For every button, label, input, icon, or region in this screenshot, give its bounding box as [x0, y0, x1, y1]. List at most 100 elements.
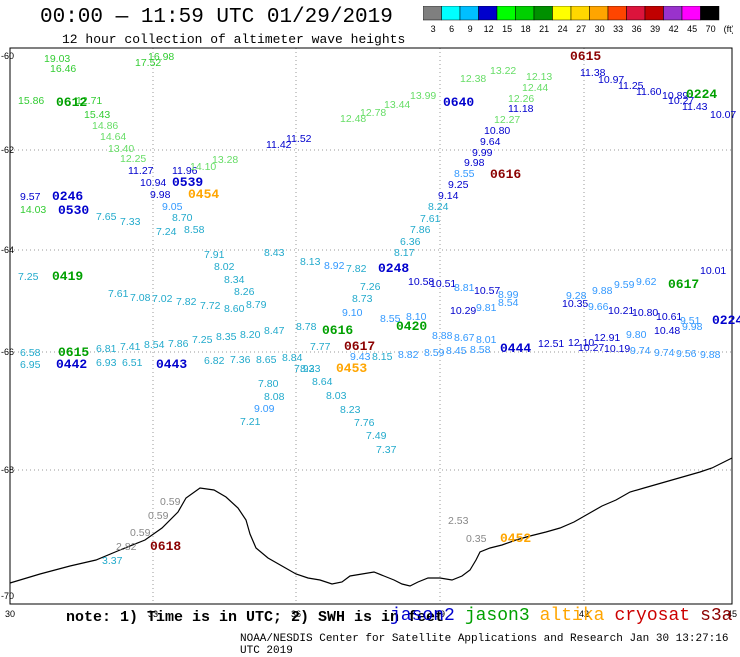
wave-height-value: 14.64 [100, 131, 126, 143]
x-tick-label: 33 [148, 609, 158, 619]
wave-height-value: 6.51 [122, 357, 143, 369]
wave-height-value: 9.81 [476, 302, 497, 314]
wave-height-value: 7.82 [176, 296, 197, 308]
chart-subtitle: 12 hour collection of altimeter wave hei… [62, 32, 406, 47]
pass-time-label: 0453 [336, 361, 367, 376]
wave-height-value: 10.80 [484, 125, 510, 137]
wave-height-value: 10.51 [430, 278, 456, 290]
y-tick-label: -62 [1, 145, 14, 155]
wave-height-value: 12.48 [340, 113, 366, 125]
wave-height-value: 7.37 [376, 444, 397, 456]
pass-time-label: 0617 [344, 339, 375, 354]
colorbar-label: 30 [595, 24, 605, 34]
wave-height-value: 15.86 [18, 95, 44, 107]
wave-height-value: 8.45 [446, 345, 467, 357]
wave-height-value: 0.35 [466, 533, 487, 545]
wave-height-value: 11.38 [580, 67, 606, 79]
wave-height-value: 12.25 [120, 153, 146, 165]
wave-height-value: 13.40 [108, 143, 134, 155]
wave-height-value: 10.48 [654, 325, 680, 337]
wave-height-value: 9.88 [700, 349, 721, 361]
x-tick-label: 45 [727, 609, 737, 619]
wave-height-value: 8.65 [256, 354, 277, 366]
wave-height-value: 8.34 [224, 274, 245, 286]
y-tick-label: -66 [1, 347, 14, 357]
x-tick-label: 36 [291, 609, 301, 619]
wave-height-value: 9.57 [20, 191, 41, 203]
wave-height-value: 9.09 [254, 403, 275, 415]
y-tick-label: -64 [1, 245, 14, 255]
wave-height-value: 9.28 [566, 290, 587, 302]
footnote: note: 1) Time is in UTC; 2) SWH is in fe… [66, 609, 445, 626]
x-tick-label: 30 [5, 609, 15, 619]
pass-time-label: 0246 [52, 189, 83, 204]
wave-height-value: 9.51 [680, 315, 701, 327]
wave-height-value: 9.62 [636, 276, 657, 288]
wave-height-value: 7.61 [108, 288, 129, 300]
pass-time-label: 0640 [443, 95, 474, 110]
wave-height-value: 10.27 [668, 95, 694, 107]
pass-time-label: 0442 [56, 357, 87, 372]
wave-height-value: 8.81 [454, 282, 475, 294]
wave-height-value: 12.13 [526, 71, 552, 83]
pass-time-label: 0612 [56, 95, 87, 110]
wave-height-value: 7.86 [410, 224, 431, 236]
map-frame [9, 47, 733, 605]
wave-height-value: 10.80 [632, 307, 658, 319]
wave-height-value: 7.08 [130, 292, 151, 304]
wave-height-value: 10.19 [604, 343, 630, 355]
pass-time-label: 0248 [378, 261, 409, 276]
colorbar-label: 45 [687, 24, 697, 34]
colorbar-label: 21 [539, 24, 549, 34]
wave-height-value: 12.71 [76, 95, 102, 107]
wave-height-value: 12.38 [460, 73, 486, 85]
colorbar-label: 15 [502, 24, 512, 34]
wave-height-value: 8.02 [214, 261, 235, 273]
wave-height-value: 14.86 [92, 120, 118, 132]
pass-time-label: 0616 [490, 167, 521, 182]
pass-time-label: 0419 [52, 269, 83, 284]
wave-height-value: 13.99 [410, 90, 436, 102]
wave-height-value: 10.89 [662, 90, 688, 102]
colorbar-label: 18 [521, 24, 531, 34]
wave-height-value: 14.03 [20, 204, 46, 216]
wave-height-value: 8.59 [424, 347, 445, 359]
wave-height-value: 9.98 [150, 189, 171, 201]
wave-height-value: 12.26 [508, 93, 534, 105]
legend-altika: altika [539, 606, 605, 626]
pass-time-label: 0420 [396, 319, 427, 334]
legend-jason3: jason3 [464, 606, 530, 626]
wave-height-value: 7.41 [120, 341, 141, 353]
wave-height-value: 11.27 [128, 165, 154, 177]
wave-height-value: 8.26 [234, 286, 255, 298]
pass-time-label: 0224 [712, 313, 740, 328]
wave-height-value: 9.99 [472, 147, 493, 159]
colorbar-label: 70 [706, 24, 716, 34]
wave-height-value: 6.81 [96, 343, 117, 355]
colorbar-label: 3 [431, 24, 436, 34]
wave-height-value: 7.25 [18, 271, 39, 283]
wave-height-value: 9.64 [480, 136, 501, 148]
wave-height-value: 10.21 [608, 305, 634, 317]
wave-height-value: 8.64 [312, 376, 333, 388]
wave-height-value: 8.58 [470, 344, 491, 356]
wave-height-value: 17.52 [135, 57, 161, 69]
y-tick-label: -60 [1, 51, 14, 61]
wave-height-value: 9.98 [464, 157, 485, 169]
wave-height-value: 7.61 [420, 213, 441, 225]
wave-height-value: 9.98 [682, 321, 703, 333]
wave-height-value: 8.43 [264, 247, 285, 259]
wave-height-value: 8.35 [216, 331, 237, 343]
wave-height-value: 8.92 [324, 260, 345, 272]
pass-time-label: 0530 [58, 203, 89, 218]
pass-time-label: 0539 [172, 175, 203, 190]
wave-height-value: 7.02 [152, 293, 173, 305]
wave-height-value: 16.98 [148, 51, 174, 63]
pass-time-label: 0443 [156, 357, 187, 372]
colorbar-label: 27 [576, 24, 586, 34]
wave-height-value: 13.44 [384, 99, 410, 111]
wave-height-value: 8.24 [428, 201, 449, 213]
wave-height-value: 19.03 [44, 53, 70, 65]
wave-height-value: 11.18 [508, 103, 534, 115]
wave-height-value: 7.21 [240, 416, 261, 428]
